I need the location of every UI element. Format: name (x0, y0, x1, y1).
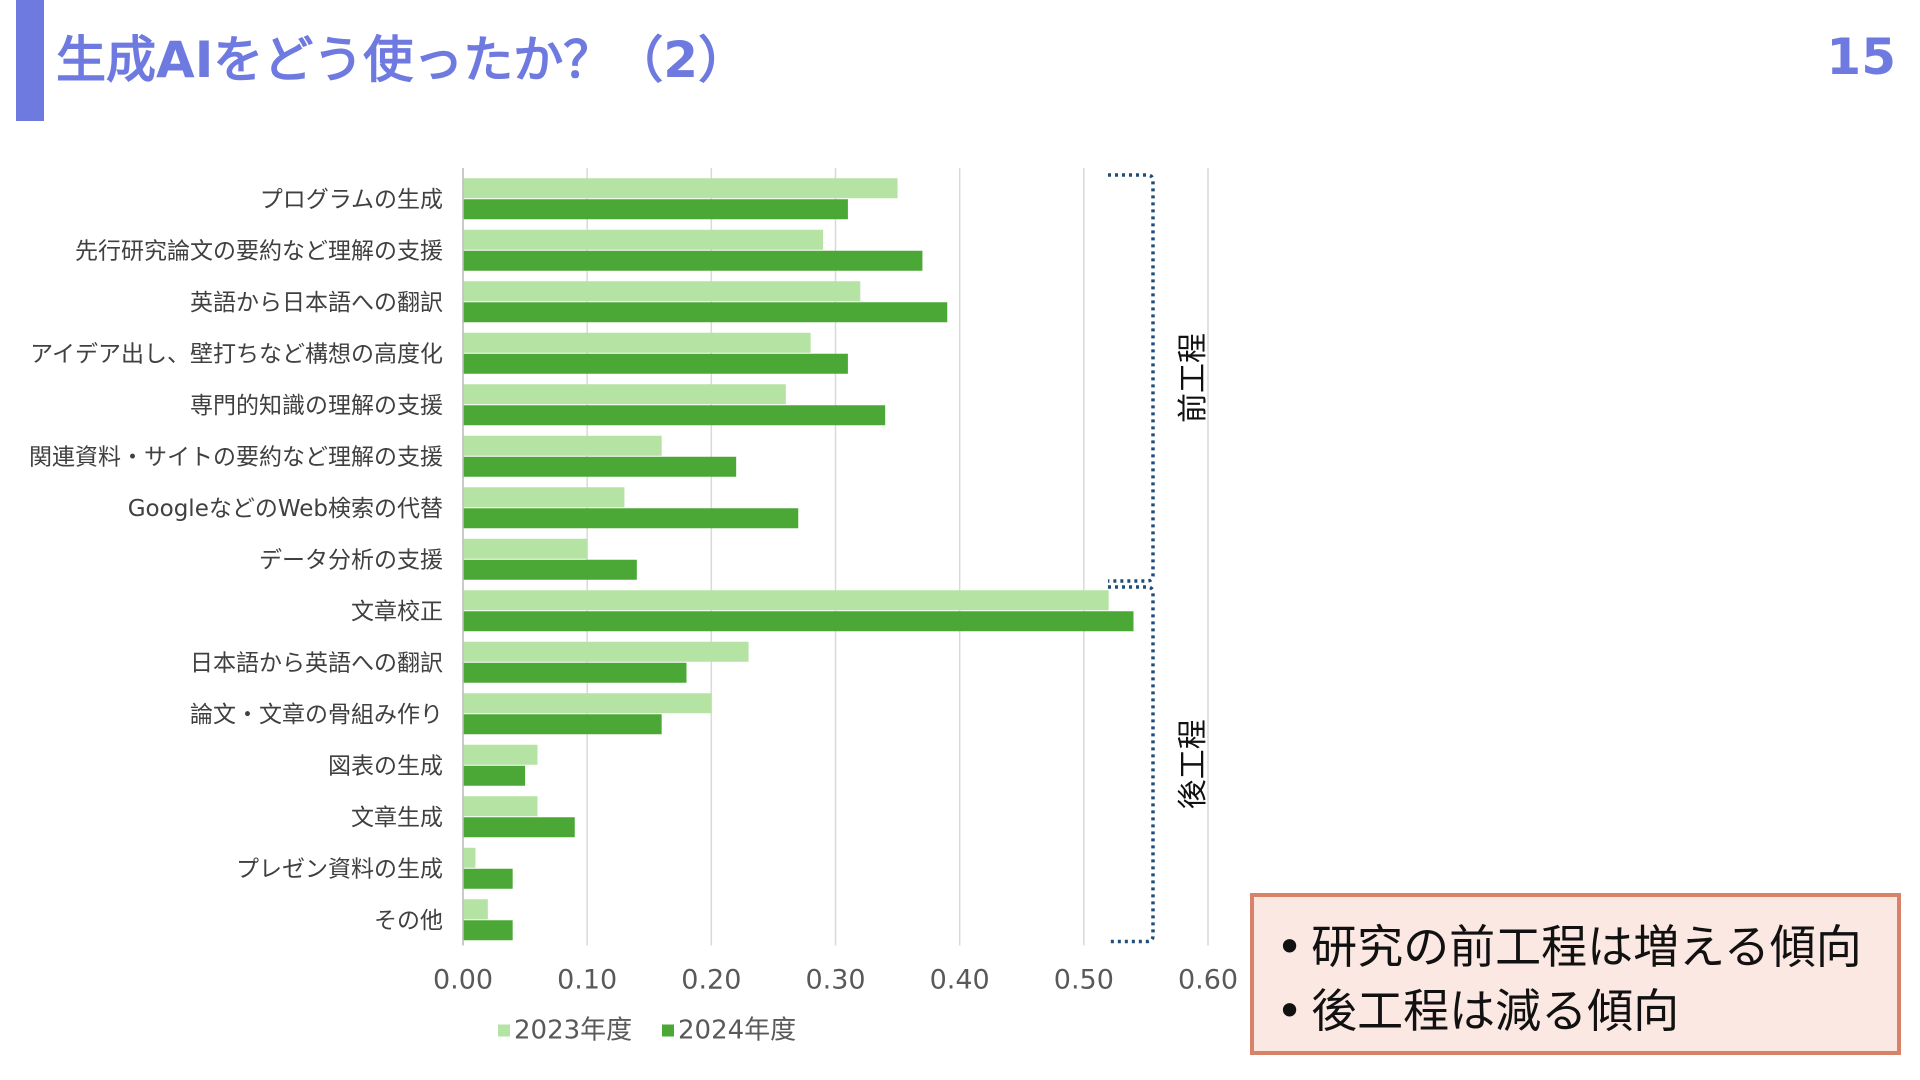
bar-2024 (463, 405, 886, 426)
x-tick-label: 0.00 (433, 965, 493, 996)
bar-2023 (463, 229, 824, 250)
x-tick-label: 0.10 (557, 965, 617, 996)
bar-2023 (463, 899, 488, 920)
bullet-icon: • (1276, 920, 1304, 974)
category-label: その他 (374, 908, 443, 934)
summary-callout: • 研究の前工程は増える傾向 • 後工程は減る傾向 (1250, 893, 1901, 1055)
bar-2024 (463, 868, 513, 889)
legend-label-2024: 2024年度 (678, 1016, 796, 1046)
bar-2023 (463, 435, 662, 456)
legend-swatch-2023 (498, 1024, 510, 1037)
bar-2023 (463, 487, 625, 508)
page-title: 生成AIをどう使ったか？（2） (56, 31, 749, 89)
page-number: 15 (1826, 28, 1896, 86)
category-label: 専門的知識の理解の支援 (190, 393, 443, 419)
callout-line-2: • 後工程は減る傾向 (1276, 979, 1897, 1043)
callout-text-2: 後工程は減る傾向 (1311, 984, 1680, 1038)
bar-2023 (463, 538, 588, 559)
x-tick-label: 0.40 (930, 965, 990, 996)
bar-2023 (463, 384, 786, 405)
group-label-back: 後工程 (1176, 719, 1211, 809)
bar-2024 (463, 662, 687, 683)
bracket-back-process (1108, 585, 1155, 944)
category-label: 日本語から英語への翻訳 (190, 650, 443, 676)
category-label: 英語から日本語への翻訳 (190, 290, 443, 316)
bar-2023 (463, 332, 811, 353)
bar-2023 (463, 693, 712, 714)
category-label: プレゼン資料の生成 (236, 856, 443, 882)
bar-2023 (463, 796, 538, 817)
bar-2024 (463, 199, 848, 220)
bar-2024 (463, 302, 948, 323)
callout-text-1: 研究の前工程は増える傾向 (1311, 920, 1862, 974)
bar-2023 (463, 744, 538, 765)
bar-2024 (463, 559, 637, 580)
category-label: データ分析の支援 (259, 547, 443, 573)
title-accent-bar (16, 0, 44, 121)
category-label: 文章校正 (351, 599, 443, 625)
bar-2024 (463, 611, 1134, 632)
bracket-front-process (1108, 173, 1155, 583)
bar-2023 (463, 641, 749, 662)
category-label: 論文・文章の骨組み作り (190, 702, 443, 728)
bar-2023 (463, 178, 898, 199)
bar-2023 (463, 847, 476, 868)
bar-2024 (463, 920, 513, 941)
category-label: 関連資料・サイトの要約など理解の支援 (29, 444, 443, 470)
legend-label-2023: 2023年度 (514, 1016, 632, 1046)
bar-2024 (463, 456, 737, 477)
bar-2023 (463, 281, 861, 302)
bar-2024 (463, 765, 526, 786)
category-label: 先行研究論文の要約など理解の支援 (75, 238, 443, 264)
category-label: アイデア出し、壁打ちなど構想の高度化 (30, 341, 443, 367)
bar-2024 (463, 353, 848, 374)
category-label: GoogleなどのWeb検索の代替 (128, 496, 443, 522)
group-label-front: 前工程 (1176, 333, 1211, 423)
x-tick-label: 0.50 (1054, 965, 1114, 996)
x-tick-label: 0.20 (681, 965, 741, 996)
bar-2024 (463, 508, 799, 529)
x-tick-label: 0.30 (805, 965, 865, 996)
bar-2024 (463, 714, 662, 735)
bar-2023 (463, 590, 1109, 611)
callout-line-1: • 研究の前工程は増える傾向 (1276, 915, 1897, 979)
bar-2024 (463, 817, 575, 838)
category-label: 図表の生成 (328, 753, 443, 779)
x-tick-label: 0.60 (1178, 965, 1238, 996)
category-label: 文章生成 (351, 805, 443, 831)
bar-2024 (463, 250, 923, 271)
category-label: プログラムの生成 (260, 187, 443, 213)
bullet-icon: • (1276, 984, 1304, 1038)
legend-swatch-2024 (662, 1024, 674, 1037)
